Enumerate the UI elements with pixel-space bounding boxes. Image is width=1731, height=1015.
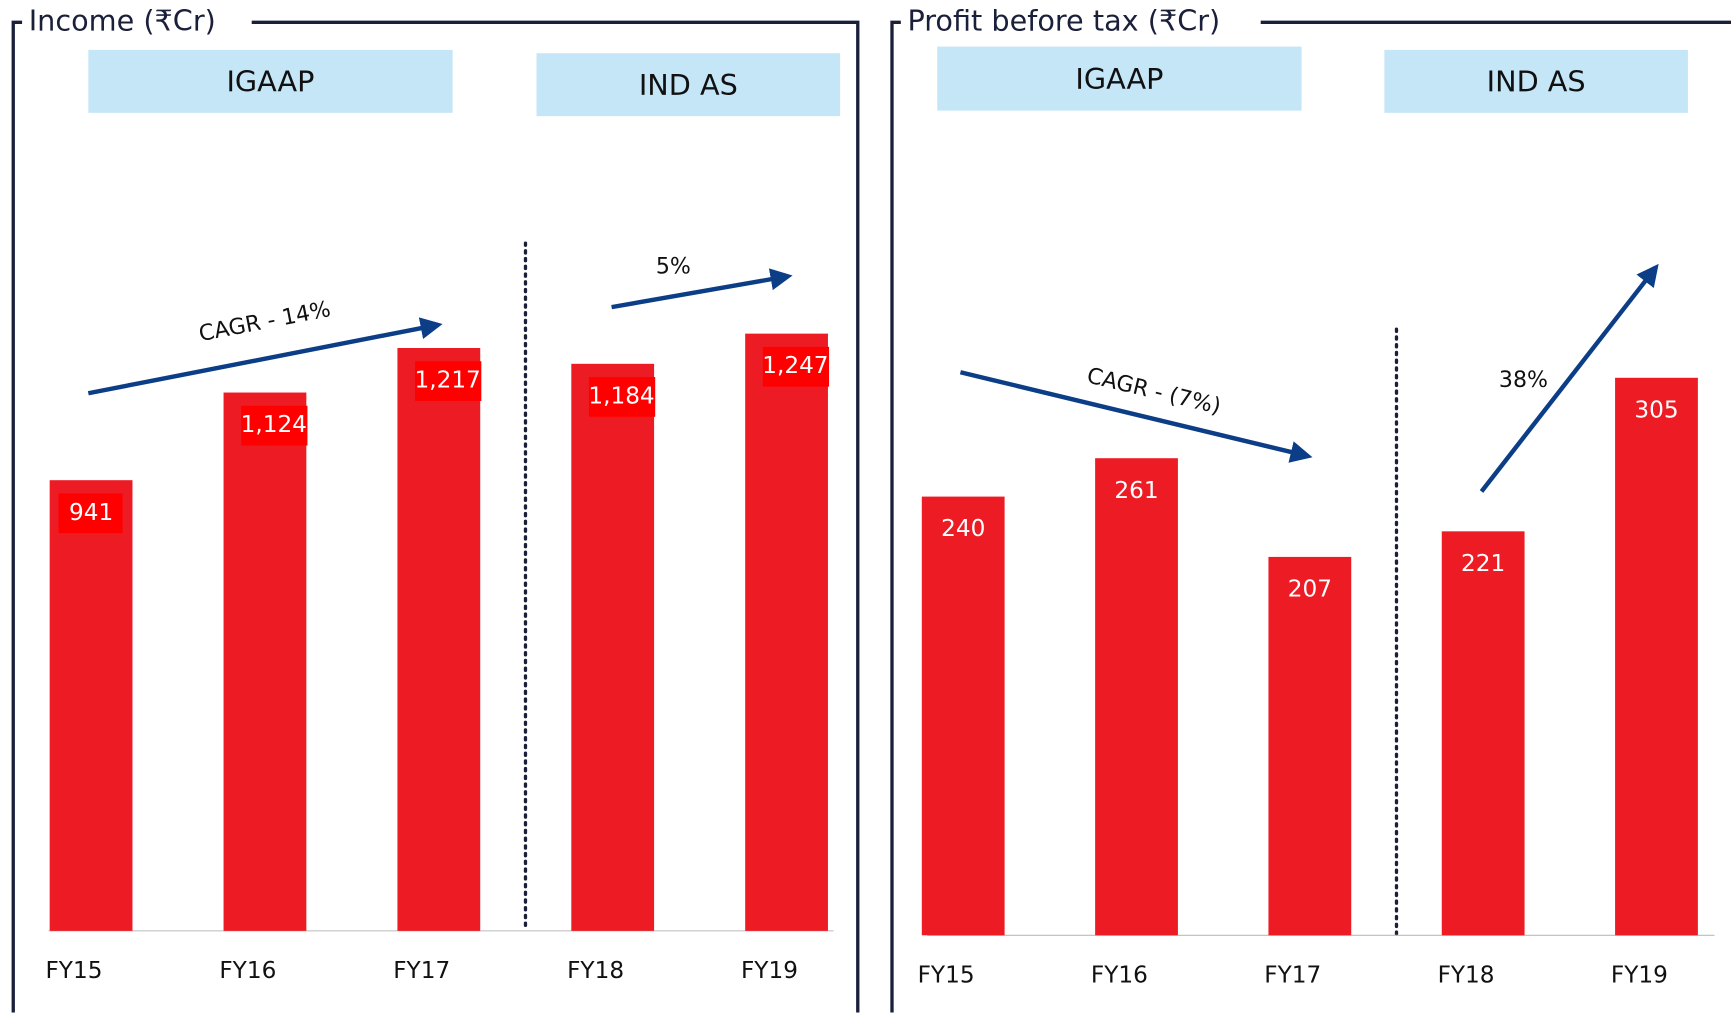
bar xyxy=(1095,458,1178,936)
label-box xyxy=(58,493,123,534)
label-box xyxy=(415,361,482,401)
value-label: 1,184 xyxy=(588,382,654,409)
bar xyxy=(397,347,481,931)
segment-box xyxy=(88,49,453,113)
value-label: 240 xyxy=(941,515,985,542)
segment-label: IND AS xyxy=(1487,65,1586,99)
segment-label: IND AS xyxy=(639,68,738,102)
bar xyxy=(49,480,133,931)
x-tick-label: FY17 xyxy=(1264,962,1321,989)
segment-box xyxy=(536,53,841,117)
x-tick-label: FY17 xyxy=(393,957,450,984)
x-tick-label: FY15 xyxy=(918,962,975,989)
segment-label: IGAAP xyxy=(1075,62,1163,96)
annotation: CAGR - (7%) xyxy=(1084,364,1223,420)
segment-box xyxy=(937,46,1302,111)
x-tick-label: FY19 xyxy=(1611,962,1668,989)
x-tick-label: FY16 xyxy=(1091,962,1148,989)
bar xyxy=(1441,531,1525,936)
bar xyxy=(1615,377,1698,936)
annotation: CAGR - 14% xyxy=(197,297,333,347)
value-label: 261 xyxy=(1114,477,1158,504)
label-box xyxy=(588,377,656,417)
value-label: 305 xyxy=(1634,396,1678,423)
annotation: 5% xyxy=(656,254,691,279)
bar xyxy=(1268,556,1352,936)
trend-arrow xyxy=(611,268,793,310)
value-label: 941 xyxy=(69,499,113,526)
value-label: 1,247 xyxy=(762,352,828,379)
x-tick-label: FY18 xyxy=(567,957,624,984)
chart-title: Income (₹Cr) xyxy=(29,3,216,37)
trend-arrow xyxy=(959,370,1313,463)
bar xyxy=(223,392,307,931)
value-label: 1,124 xyxy=(241,411,307,438)
trend-arrow xyxy=(1479,263,1659,493)
bar xyxy=(745,333,828,931)
x-tick-label: FY19 xyxy=(741,957,798,984)
chart-title: Profit before tax (₹Cr) xyxy=(907,3,1220,37)
x-tick-label: FY18 xyxy=(1438,962,1495,989)
segment-label: IGAAP xyxy=(226,65,314,99)
trend-arrow xyxy=(87,317,443,396)
bar xyxy=(571,363,655,931)
label-box xyxy=(241,405,308,446)
x-tick-label: FY16 xyxy=(219,957,276,984)
panel-frame xyxy=(11,20,860,1013)
value-label: 207 xyxy=(1288,576,1332,603)
bar xyxy=(921,496,1005,936)
x-tick-label: FY15 xyxy=(45,957,102,984)
annotation: 38% xyxy=(1499,368,1548,393)
segment-box xyxy=(1384,49,1688,113)
value-label: 221 xyxy=(1461,550,1505,577)
label-box xyxy=(762,346,830,387)
value-label: 1,217 xyxy=(414,367,480,394)
panel-frame xyxy=(890,20,1731,1013)
